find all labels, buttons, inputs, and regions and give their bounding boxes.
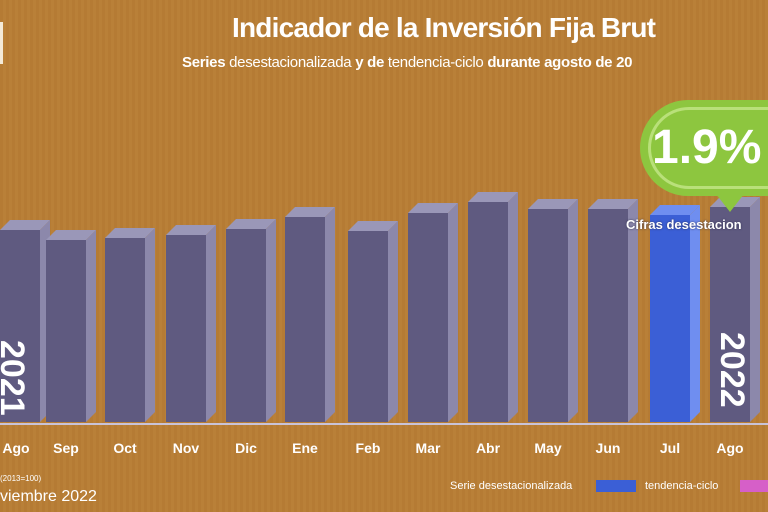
x-tick-label: Ago — [716, 440, 744, 456]
bar-front-face — [710, 207, 750, 422]
bar-side-face — [508, 192, 518, 422]
bar-front-face — [0, 230, 40, 422]
legend-label-seasonal: Serie desestacionalizada — [450, 480, 573, 492]
x-tick-label: Abr — [475, 440, 501, 456]
bar-top-face — [46, 230, 96, 240]
x-tick-label: Sep — [53, 440, 79, 456]
bar-front-face — [46, 240, 86, 422]
publication-date: viembre 2022 — [0, 488, 97, 505]
year-label-2022: 2022 — [713, 332, 751, 408]
x-tick-label: Nov — [172, 440, 200, 456]
callout-bubble: 1.9% — [640, 100, 768, 196]
x-tick-label: Feb — [355, 440, 381, 456]
bar-front-face — [226, 229, 266, 422]
chart-subtitle: Series desestacionalizada y de tendencia… — [182, 54, 633, 71]
legend-swatch-seasonal — [596, 480, 636, 492]
x-tick-label: Mar — [415, 440, 441, 456]
bar-front-face — [348, 231, 388, 422]
bar-top-face — [528, 199, 578, 209]
base-year-note: (2013=100) — [0, 474, 42, 483]
callout-value: 1.9% — [652, 121, 762, 174]
legend-swatch-trend — [740, 480, 768, 492]
bar-top-face — [650, 205, 700, 215]
bar-side-face — [266, 219, 276, 422]
bar-side-face — [448, 203, 458, 422]
logo-mark — [0, 22, 3, 64]
bar-top-face — [166, 225, 216, 235]
bar-front-face — [285, 217, 325, 422]
x-tick-label: Oct — [113, 440, 137, 456]
bar-side-face — [628, 199, 638, 422]
x-tick-label: Jun — [595, 440, 621, 456]
bar-top-face — [226, 219, 276, 229]
bar-front-face — [105, 238, 145, 422]
callout-label: Cifras desestacion — [626, 217, 742, 232]
bar-side-face — [750, 197, 760, 422]
bar-top-face — [468, 192, 518, 202]
bar-front-face — [588, 209, 628, 422]
bar-side-face — [568, 199, 578, 422]
bar-top-face — [348, 221, 398, 231]
x-tick-label: May — [534, 440, 562, 456]
bar-top-face — [105, 228, 155, 238]
chart-title: Indicador de la Inversión Fija Brut — [232, 12, 656, 43]
bar-side-face — [145, 228, 155, 422]
x-tick-label: Ago — [2, 440, 30, 456]
bar-side-face — [388, 221, 398, 422]
bar-front-face — [650, 215, 690, 422]
bar-front-face — [468, 202, 508, 422]
bar-top-face — [408, 203, 458, 213]
x-tick-label: Ene — [292, 440, 318, 456]
legend-label-trend: tendencia-ciclo — [645, 480, 719, 492]
bar-front-face — [166, 235, 206, 422]
bar-front-face — [528, 209, 568, 422]
bar-side-face — [86, 230, 96, 422]
bar-top-face — [588, 199, 638, 209]
x-tick-label: Jul — [659, 440, 681, 456]
bar-top-face — [285, 207, 335, 217]
bar-side-face — [325, 207, 335, 422]
callout-pointer — [716, 194, 744, 212]
year-label-2021: 2021 — [0, 340, 31, 416]
bar-top-face — [0, 220, 50, 230]
bar-front-face — [408, 213, 448, 422]
x-tick-label: Dic — [235, 440, 257, 456]
bar-side-face — [690, 205, 700, 422]
bar-side-face — [206, 225, 216, 422]
